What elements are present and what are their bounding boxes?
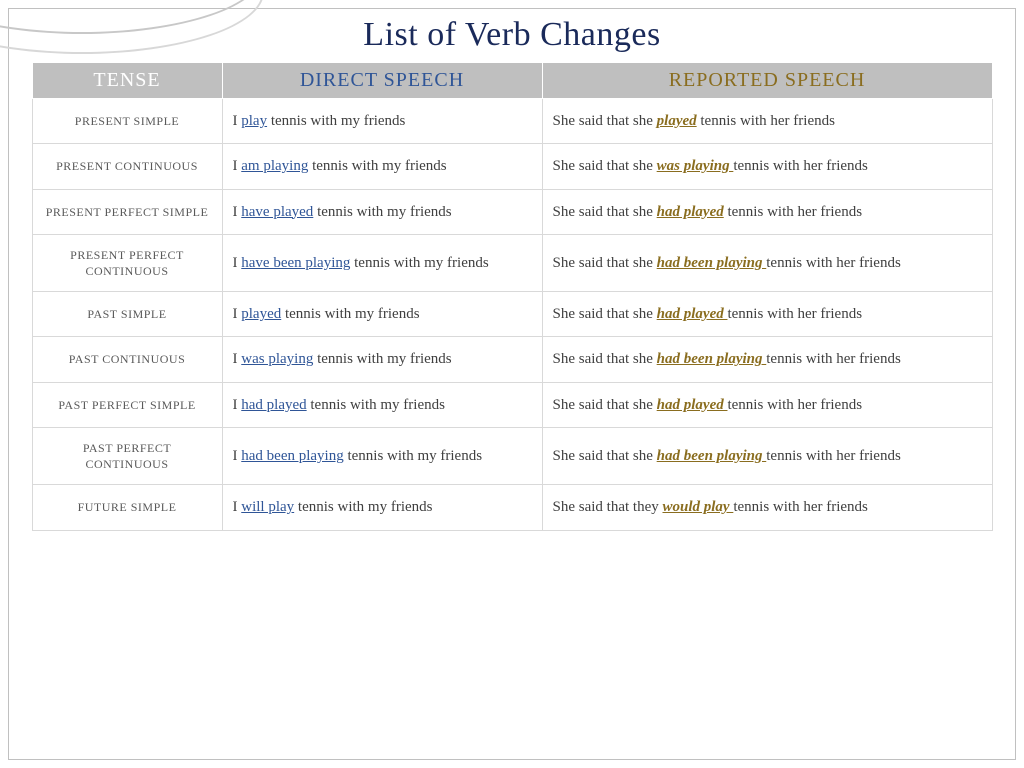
- slide-frame: [8, 8, 1016, 760]
